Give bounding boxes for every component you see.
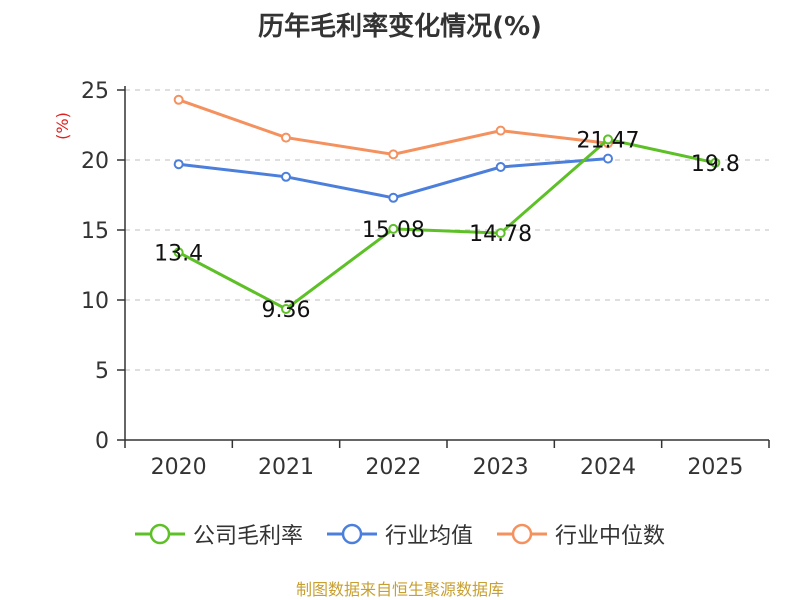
data-label: 21.47 xyxy=(577,128,640,153)
data-point xyxy=(495,125,506,136)
legend-item[interactable]: 行业中位数 xyxy=(497,518,665,550)
series-line-1 xyxy=(178,157,609,200)
series-line-2 xyxy=(178,98,609,156)
legend-marker-icon xyxy=(326,523,377,545)
y-axis-label: (%) xyxy=(53,112,72,140)
series-line-0 xyxy=(177,137,716,311)
y-tick-label: 15 xyxy=(81,219,109,244)
legend: 公司毛利率 行业均值 行业中位数 xyxy=(0,518,800,550)
data-point xyxy=(603,134,613,145)
chart-title: 历年毛利率变化情况(%) xyxy=(258,12,542,42)
data-point xyxy=(603,153,613,164)
data-labels: 13.4 9.36 15.08 14.78 21.47 19.8 xyxy=(154,128,740,323)
x-tick-label: 2024 xyxy=(580,455,636,480)
data-point xyxy=(173,247,184,258)
data-point xyxy=(388,149,399,160)
data-label: 19.8 xyxy=(691,152,740,177)
data-point xyxy=(281,171,291,182)
data-point xyxy=(281,303,291,314)
legend-item[interactable]: 公司毛利率 xyxy=(134,518,303,550)
legend-label: 行业均值 xyxy=(384,524,473,549)
source-note: 制图数据来自恒生聚源数据库 xyxy=(295,580,504,599)
series-lines xyxy=(173,94,721,314)
data-point xyxy=(388,223,399,234)
x-tick-label: 2021 xyxy=(258,455,314,480)
data-point xyxy=(710,157,721,168)
legend-label: 公司毛利率 xyxy=(192,524,303,549)
y-tick-label: 0 xyxy=(95,429,109,454)
y-tick-label: 10 xyxy=(81,289,109,314)
legend-label: 行业中位数 xyxy=(555,524,666,549)
y-tick-label: 20 xyxy=(81,149,109,174)
data-point xyxy=(388,192,399,203)
y-tick-label: 5 xyxy=(95,359,109,384)
x-tick-label: 2023 xyxy=(473,455,529,480)
data-point xyxy=(281,132,291,143)
data-point xyxy=(173,159,184,170)
data-point xyxy=(495,162,506,172)
legend-marker-icon xyxy=(134,523,185,545)
data-label: 14.78 xyxy=(469,222,532,247)
x-tick-label: 2025 xyxy=(687,455,743,480)
data-point xyxy=(495,228,506,239)
legend-item[interactable]: 行业均值 xyxy=(326,518,473,550)
y-tick-label: 25 xyxy=(81,79,109,104)
data-label: 9.36 xyxy=(262,298,311,323)
data-point xyxy=(173,94,184,105)
legend-marker-icon xyxy=(497,523,547,545)
x-tick-label: 2020 xyxy=(151,455,207,480)
data-label: 13.4 xyxy=(154,241,203,266)
x-tick-label: 2022 xyxy=(365,455,421,480)
data-label: 15.08 xyxy=(362,218,425,243)
